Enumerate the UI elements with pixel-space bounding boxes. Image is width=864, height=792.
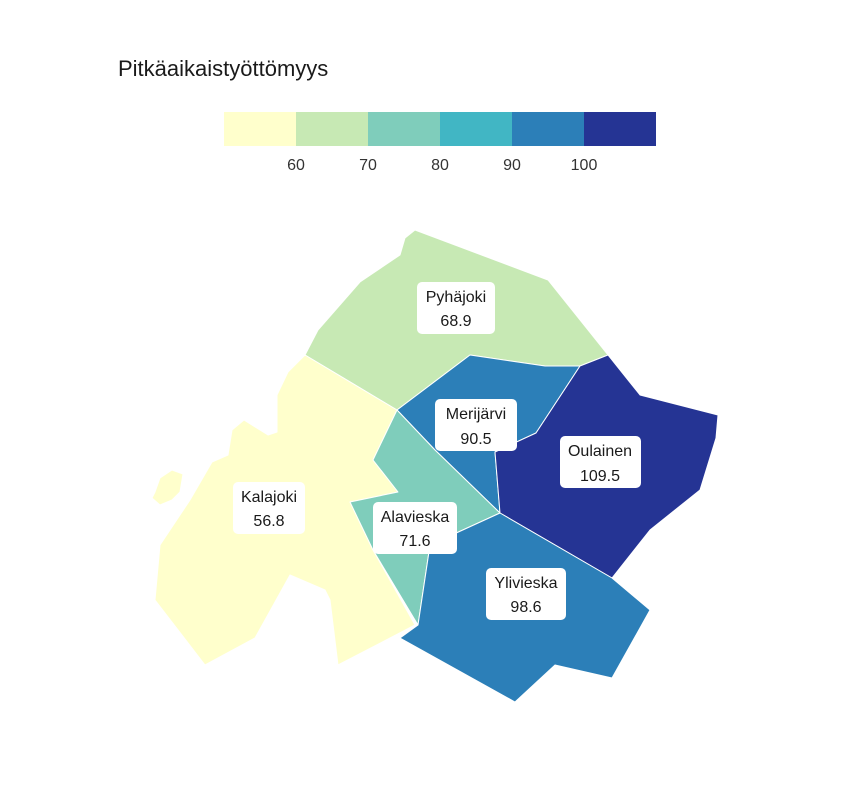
legend-colorbar bbox=[224, 112, 656, 146]
legend-tick-70: 70 bbox=[359, 157, 377, 174]
legend-bin-1 bbox=[224, 112, 296, 146]
legend-tick-60: 60 bbox=[287, 157, 305, 174]
region-value-merijarvi: 90.5 bbox=[460, 431, 491, 448]
label-box-alavieska bbox=[373, 502, 457, 554]
label-box-kalajoki bbox=[233, 482, 305, 534]
region-name-merijarvi: Merijärvi bbox=[446, 406, 506, 423]
region-label-ylivieska: Ylivieska 98.6 bbox=[486, 568, 566, 620]
region-value-kalajoki: 56.8 bbox=[253, 513, 284, 530]
label-box-merijarvi bbox=[435, 399, 517, 451]
legend-ticks: 60 70 80 90 100 bbox=[287, 157, 597, 174]
region-name-kalajoki: Kalajoki bbox=[241, 489, 297, 506]
region-label-oulainen: Oulainen 109.5 bbox=[560, 436, 641, 488]
legend-title: Pitkäaikaistyöttömyys bbox=[118, 56, 329, 81]
region-label-pyhajoki: Pyhäjoki 68.9 bbox=[417, 282, 495, 334]
legend-bin-4 bbox=[440, 112, 512, 146]
label-box-pyhajoki bbox=[417, 282, 495, 334]
legend-tick-80: 80 bbox=[431, 157, 449, 174]
label-box-oulainen bbox=[560, 436, 641, 488]
legend-bin-5 bbox=[512, 112, 584, 146]
region-label-alavieska: Alavieska 71.6 bbox=[373, 502, 457, 554]
legend-bin-2 bbox=[296, 112, 368, 146]
region-name-pyhajoki: Pyhäjoki bbox=[426, 289, 486, 306]
legend-tick-90: 90 bbox=[503, 157, 521, 174]
legend-bin-3 bbox=[368, 112, 440, 146]
legend-tick-100: 100 bbox=[571, 157, 598, 174]
region-name-alavieska: Alavieska bbox=[381, 509, 450, 526]
legend-bin-6 bbox=[584, 112, 656, 146]
region-value-pyhajoki: 68.9 bbox=[440, 313, 471, 330]
region-value-oulainen: 109.5 bbox=[580, 468, 620, 485]
region-name-oulainen: Oulainen bbox=[568, 443, 632, 460]
label-box-ylivieska bbox=[486, 568, 566, 620]
region-value-alavieska: 71.6 bbox=[399, 533, 430, 550]
region-label-merijarvi: Merijärvi 90.5 bbox=[435, 399, 517, 451]
region-kalajoki-island[interactable] bbox=[151, 469, 184, 506]
region-label-kalajoki: Kalajoki 56.8 bbox=[233, 482, 305, 534]
region-labels: Pyhäjoki 68.9 Kalajoki 56.8 Merijärvi 90… bbox=[233, 282, 641, 620]
region-value-ylivieska: 98.6 bbox=[510, 599, 541, 616]
region-name-ylivieska: Ylivieska bbox=[494, 575, 557, 592]
